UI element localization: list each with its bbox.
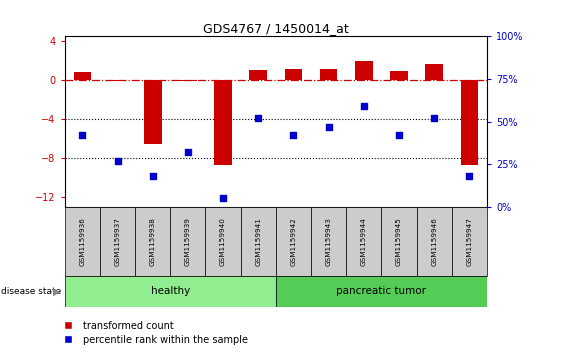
Text: ▶: ▶	[53, 286, 61, 296]
Title: GDS4767 / 1450014_at: GDS4767 / 1450014_at	[203, 22, 348, 35]
Text: GSM1159936: GSM1159936	[79, 217, 86, 266]
Bar	[65, 276, 276, 307]
Point	[78, 132, 87, 138]
Bar	[109, 80, 126, 81]
Bar	[171, 207, 205, 276]
Point	[113, 158, 122, 164]
Text: healthy: healthy	[151, 286, 190, 296]
Bar	[390, 72, 408, 80]
Text: GSM1159940: GSM1159940	[220, 217, 226, 266]
Point	[254, 115, 263, 121]
Bar	[346, 207, 382, 276]
Bar	[320, 69, 337, 80]
Bar	[276, 207, 311, 276]
Text: GSM1159942: GSM1159942	[291, 217, 297, 266]
Point	[289, 132, 298, 138]
Bar	[417, 207, 452, 276]
Bar	[215, 80, 232, 165]
Bar	[276, 276, 487, 307]
Text: GSM1159947: GSM1159947	[466, 217, 472, 266]
Point	[184, 150, 193, 155]
Text: GSM1159937: GSM1159937	[114, 217, 120, 266]
Text: GSM1159944: GSM1159944	[361, 217, 367, 266]
Bar	[135, 207, 171, 276]
Point	[148, 173, 157, 179]
Point	[359, 103, 368, 109]
Point	[218, 195, 227, 201]
Bar	[285, 69, 302, 80]
Bar	[426, 64, 443, 80]
Text: GSM1159943: GSM1159943	[325, 217, 332, 266]
Bar	[452, 207, 487, 276]
Legend: transformed count, percentile rank within the sample: transformed count, percentile rank withi…	[59, 321, 248, 344]
Bar	[65, 207, 100, 276]
Bar	[100, 207, 135, 276]
Bar	[249, 70, 267, 80]
Point	[430, 115, 439, 121]
Text: GSM1159945: GSM1159945	[396, 217, 402, 266]
Point	[395, 132, 404, 138]
Text: GSM1159941: GSM1159941	[255, 217, 261, 266]
Bar	[179, 80, 196, 81]
Bar	[205, 207, 241, 276]
Text: GSM1159946: GSM1159946	[431, 217, 437, 266]
Text: disease state: disease state	[1, 287, 61, 296]
Bar	[461, 80, 478, 165]
Bar	[144, 80, 162, 143]
Bar	[74, 72, 91, 80]
Point	[324, 124, 333, 130]
Bar	[311, 207, 346, 276]
Text: pancreatic tumor: pancreatic tumor	[337, 286, 426, 296]
Bar	[355, 61, 373, 80]
Text: GSM1159939: GSM1159939	[185, 217, 191, 266]
Text: GSM1159938: GSM1159938	[150, 217, 156, 266]
Bar	[241, 207, 276, 276]
Bar	[382, 207, 417, 276]
Point	[465, 173, 474, 179]
